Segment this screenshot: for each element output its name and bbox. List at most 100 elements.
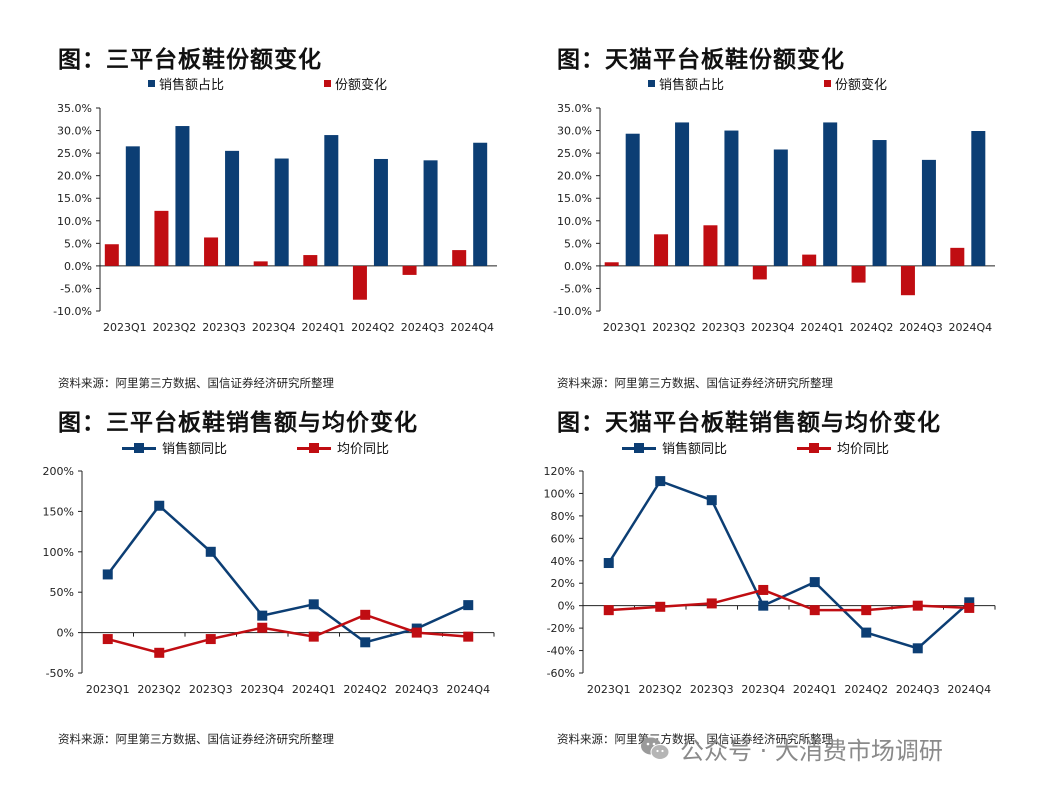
legend-label: 份额变化: [335, 78, 388, 93]
point-sales-yoy: [603, 558, 614, 569]
point-price-yoy: [205, 634, 216, 645]
legend-label: 销售额同比: [162, 442, 228, 457]
x-tick-label: 2023Q2: [652, 321, 696, 334]
bar-share-change: [452, 250, 467, 266]
y-tick-label: 20%: [551, 577, 575, 590]
bar-share-change: [253, 261, 268, 266]
y-tick-label: -5.0%: [560, 282, 592, 295]
x-tick-label: 2024Q1: [793, 683, 837, 696]
y-tick-label: 10.0%: [557, 215, 592, 228]
point-sales-yoy: [360, 637, 371, 648]
legend-label: 销售额占比: [659, 78, 725, 93]
x-tick-label: 2024Q1: [800, 321, 844, 334]
y-tick-label: -10.0%: [553, 305, 592, 318]
legend-label: 销售额占比: [159, 78, 225, 93]
y-tick-label: 0.0%: [564, 260, 592, 273]
panel-2-source: 资料来源：阿里第三方数据、国信证券经济研究所整理: [557, 376, 833, 390]
x-tick-label: 2023Q1: [86, 683, 130, 696]
line-sales-yoy: [607, 479, 971, 650]
legend-swatch-red-line: [297, 442, 332, 453]
x-tick-label: 2023Q3: [202, 321, 246, 334]
y-tick-label: -20%: [547, 622, 575, 635]
bar-sales-share: [324, 135, 339, 266]
panel-2-title: 图：天猫平台板鞋份额变化: [557, 47, 845, 73]
legend-swatch-red: [324, 80, 332, 87]
y-tick-label: -40%: [547, 645, 575, 658]
panel-4-legend: 销售额同比 均价同比: [622, 438, 959, 457]
panel-1-source: 资料来源：阿里第三方数据、国信证券经济研究所整理: [58, 376, 334, 390]
bar-sales-share: [373, 158, 388, 266]
x-tick-label: 2024Q1: [292, 683, 336, 696]
y-tick-label: 200%: [43, 465, 74, 478]
x-tick-label: 2023Q1: [587, 683, 631, 696]
x-tick-label: 2024Q3: [395, 683, 439, 696]
legend-swatch-blue: [148, 80, 155, 87]
point-sales-yoy: [964, 597, 975, 608]
point-price-yoy: [360, 609, 371, 620]
x-tick-label: 2024Q3: [896, 683, 940, 696]
y-tick-label: 150%: [43, 505, 74, 518]
x-tick-label: 2023Q2: [153, 321, 197, 334]
y-tick-label: 20.0%: [57, 170, 92, 183]
y-tick-label: 30.0%: [557, 125, 592, 138]
point-price-yoy: [308, 631, 319, 642]
y-tick-label: -50%: [46, 667, 74, 680]
point-price-yoy: [706, 598, 717, 609]
legend-swatch-blue-line: [122, 442, 156, 453]
y-tick-label: -60%: [547, 667, 575, 680]
point-price-yoy: [603, 605, 614, 616]
y-tick-label: 35.0%: [57, 102, 92, 115]
x-tick-label: 2023Q4: [240, 683, 284, 696]
y-tick-label: 100%: [544, 487, 575, 500]
bar-share-change: [604, 262, 619, 266]
point-price-yoy: [411, 627, 422, 638]
bar-share-change: [752, 265, 767, 280]
x-tick-label: 2024Q4: [446, 683, 490, 696]
bar-share-change: [900, 265, 915, 296]
x-tick-label: 2023Q3: [690, 683, 734, 696]
x-tick-label: 2023Q2: [137, 683, 181, 696]
x-tick-label: 2024Q2: [850, 321, 894, 334]
watermark-text: 公众号 · 大消费市场调研: [680, 737, 943, 765]
legend-swatch-red-line: [797, 442, 832, 453]
bar-sales-share: [473, 142, 488, 266]
x-tick-label: 2023Q4: [741, 683, 785, 696]
panel-1-legend: 销售额占比 份额变化: [148, 74, 487, 93]
point-sales-yoy: [102, 569, 113, 580]
legend-swatch-blue-line: [622, 442, 656, 453]
line-price-yoy: [107, 613, 469, 655]
line-price-yoy: [608, 588, 970, 612]
bar-share-change: [104, 244, 119, 266]
point-sales-yoy: [912, 643, 923, 654]
bar-share-change: [204, 237, 219, 266]
bar-share-change: [654, 234, 669, 266]
y-tick-label: 25.0%: [57, 147, 92, 160]
point-price-yoy: [964, 602, 975, 613]
panel-1-title: 图：三平台板鞋份额变化: [58, 47, 322, 73]
x-tick-label: 2024Q3: [401, 321, 445, 334]
legend-swatch-red: [824, 80, 832, 87]
point-price-yoy: [861, 605, 872, 616]
x-tick-label: 2024Q2: [343, 683, 387, 696]
point-sales-yoy: [463, 600, 474, 611]
x-tick-label: 2024Q2: [351, 321, 395, 334]
bar-sales-share: [675, 122, 690, 266]
x-tick-label: 2023Q3: [702, 321, 746, 334]
x-tick-label: 2024Q4: [948, 321, 992, 334]
legend-label: 均价同比: [837, 442, 890, 457]
x-tick-label: 2023Q1: [603, 321, 647, 334]
y-tick-label: 30.0%: [57, 125, 92, 138]
x-tick-label: 2024Q4: [947, 683, 991, 696]
point-sales-yoy: [809, 577, 820, 588]
bar-sales-share: [724, 130, 739, 266]
point-sales-yoy: [308, 599, 319, 610]
y-tick-label: 100%: [43, 546, 74, 559]
bar-sales-share: [921, 159, 936, 266]
bar-sales-share: [625, 133, 640, 266]
y-tick-label: 0%: [558, 600, 575, 613]
y-tick-label: 25.0%: [557, 147, 592, 160]
point-price-yoy: [463, 631, 474, 642]
bar-sales-share: [225, 150, 240, 266]
y-tick-label: -5.0%: [60, 282, 92, 295]
y-tick-label: 15.0%: [557, 192, 592, 205]
